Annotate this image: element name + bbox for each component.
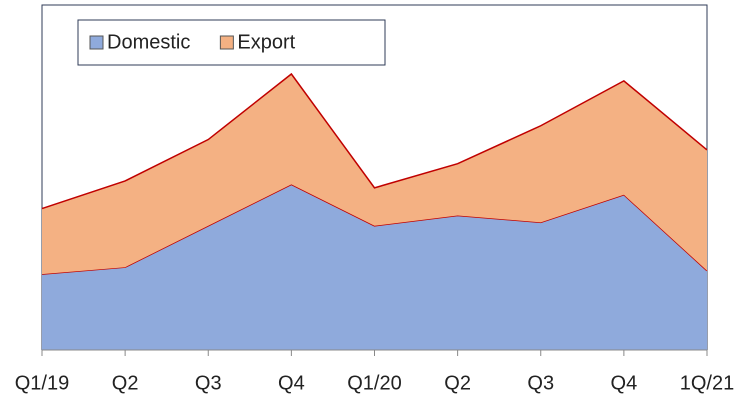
x-tick-label: Q1/20 [347,372,401,394]
area [42,184,707,350]
legend-label: Domestic [107,31,190,53]
x-tick-label: Q2 [444,372,471,394]
legend-swatch [89,35,104,50]
x-tick-label: Q3 [195,372,222,394]
x-tick-label: Q2 [112,372,139,394]
legend-label: Export [237,31,295,53]
x-tick-label: Q4 [278,372,305,394]
x-tick-label: Q1/19 [15,372,69,394]
x-tick-label: 1Q/21 [680,372,734,394]
x-tick-label: Q4 [611,372,638,394]
x-tick-label: Q3 [527,372,554,394]
legend-swatch [219,35,234,50]
area-outline [41,72,708,210]
area [42,74,707,275]
